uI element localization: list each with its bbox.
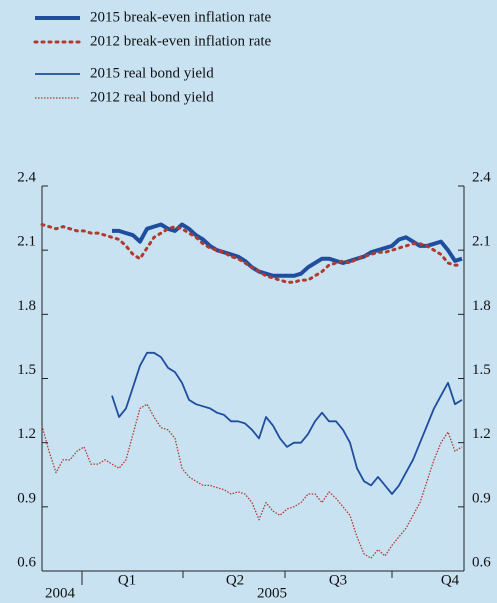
series-line: [112, 222, 463, 278]
series-line: [40, 223, 464, 284]
quarter-ticks: [81, 571, 393, 585]
legend-label: 2015 break-even inflation rate: [90, 9, 272, 25]
x-tick-label: Q2: [226, 572, 244, 588]
y2-tick-label: 2.4: [472, 169, 491, 185]
y-tick-label: 0.9: [17, 490, 36, 506]
y2-tick-label: 1.5: [472, 362, 491, 378]
legend-label: 2015 real bond yield: [90, 65, 214, 81]
y2-tick-label: 1.8: [472, 298, 491, 314]
x-tick-label: Q1: [118, 572, 136, 588]
series-line: [111, 351, 463, 495]
y2-tick-label: 0.6: [472, 554, 491, 570]
y2-tick-label: 0.9: [472, 490, 491, 506]
x-tick-label: Q3: [329, 572, 347, 588]
y-tick-label: 1.8: [17, 298, 36, 314]
x-year-label: 2005: [257, 585, 287, 601]
y-tick-label: 1.2: [17, 426, 36, 442]
x-year-label: 2004: [45, 585, 76, 601]
x-tick-label: Q4: [441, 572, 460, 588]
legend-label: 2012 real bond yield: [90, 89, 214, 105]
y-tick-label: 0.6: [17, 554, 36, 570]
y2-tick-label: 2.1: [472, 234, 491, 250]
y2-tick-label: 1.2: [472, 426, 491, 442]
y-tick-label: 2.4: [17, 169, 36, 185]
legend-label: 2012 break-even inflation rate: [90, 33, 272, 49]
y-tick-label: 2.1: [17, 234, 36, 250]
y-tick-label: 1.5: [17, 362, 36, 378]
series-line: [41, 403, 463, 559]
